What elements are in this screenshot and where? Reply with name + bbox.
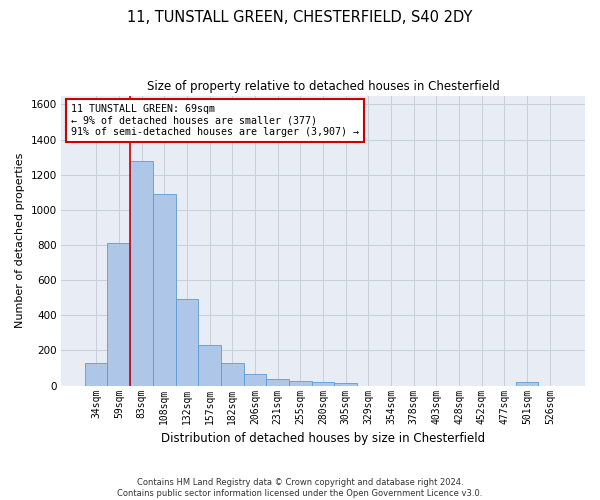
Bar [153,194,176,386]
Text: 11 TUNSTALL GREEN: 69sqm
← 9% of detached houses are smaller (377)
91% of semi-d: 11 TUNSTALL GREEN: 69sqm ← 9% of detache… [71,104,359,138]
Text: Contains HM Land Registry data © Crown copyright and database right 2024.
Contai: Contains HM Land Registry data © Crown c… [118,478,482,498]
Bar [311,382,334,386]
Bar [107,243,130,386]
Bar [221,363,244,386]
Bar [198,345,221,386]
Bar [516,382,538,386]
Bar [289,381,311,386]
Bar [130,160,153,386]
Y-axis label: Number of detached properties: Number of detached properties [15,153,25,328]
Bar [266,379,289,386]
Bar [334,383,357,386]
Bar [244,374,266,386]
Bar [176,300,198,386]
Bar [85,363,107,386]
Title: Size of property relative to detached houses in Chesterfield: Size of property relative to detached ho… [146,80,499,93]
Text: 11, TUNSTALL GREEN, CHESTERFIELD, S40 2DY: 11, TUNSTALL GREEN, CHESTERFIELD, S40 2D… [127,10,473,25]
X-axis label: Distribution of detached houses by size in Chesterfield: Distribution of detached houses by size … [161,432,485,445]
